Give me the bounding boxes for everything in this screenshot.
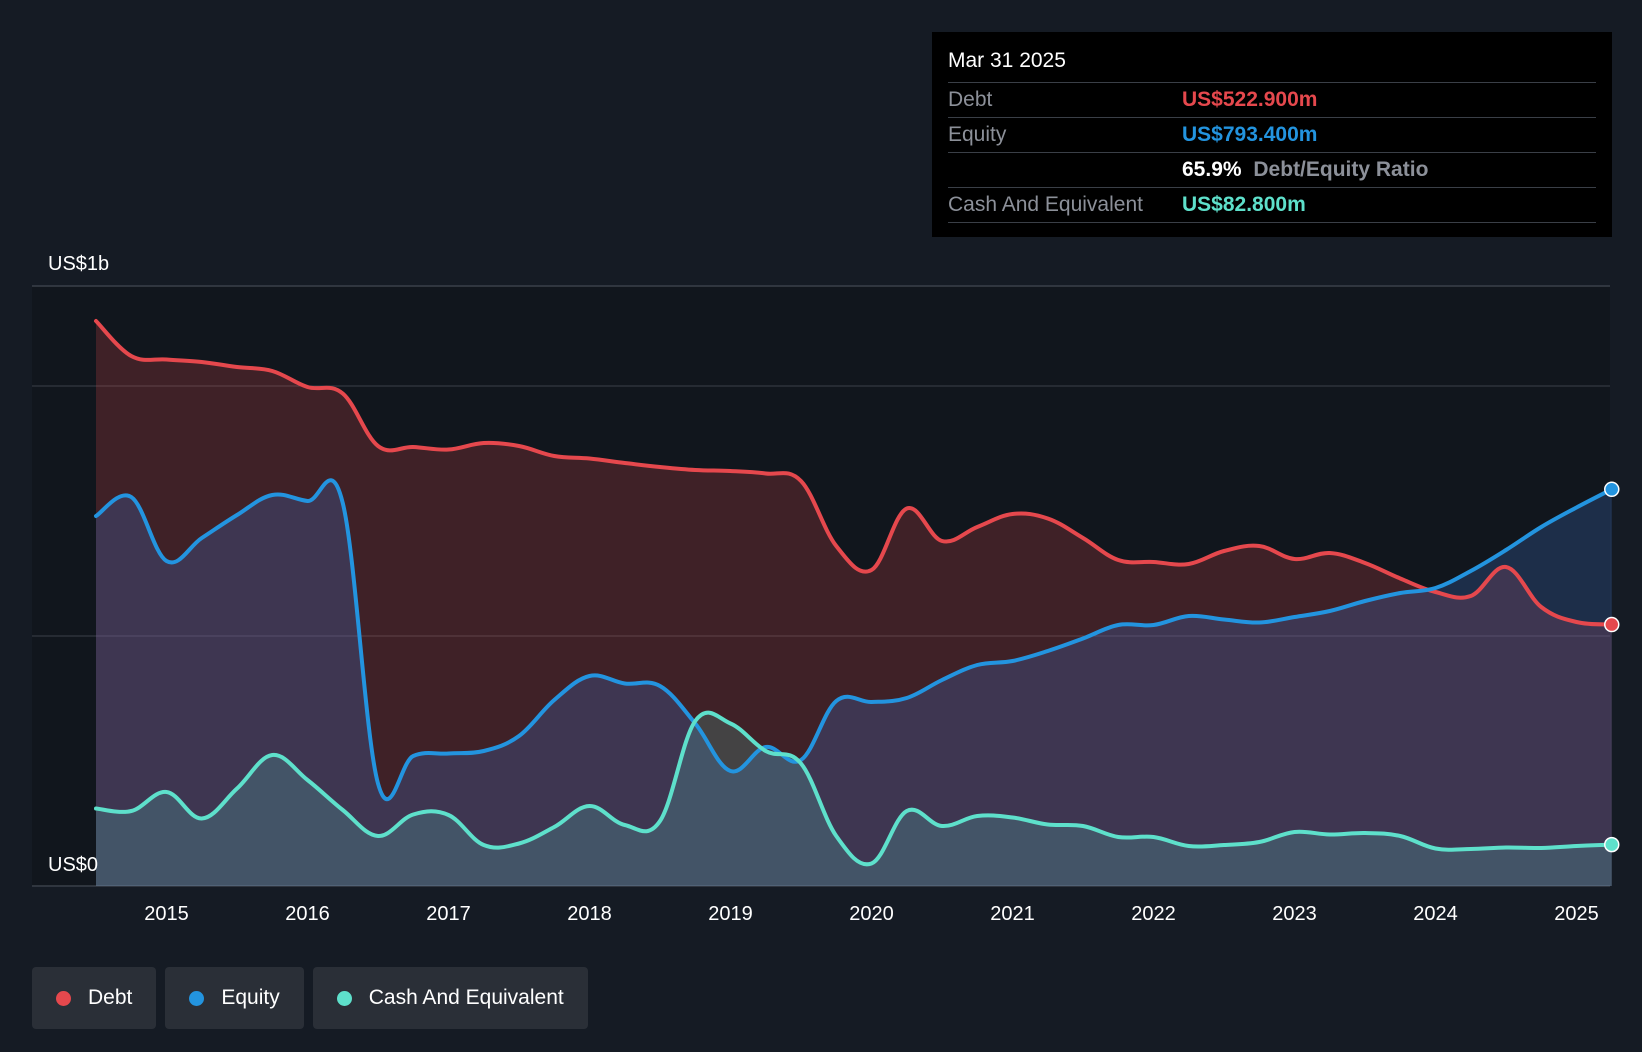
tooltip-row-equity: Equity US$793.400m <box>948 118 1596 153</box>
tooltip-value-cash: US$82.800m <box>1182 193 1306 216</box>
tooltip-ratio-value: 65.9% <box>1182 158 1242 181</box>
area-cash-and-equivalent <box>96 712 1612 886</box>
tooltip-label-equity: Equity <box>948 123 1007 146</box>
tooltip-row-cash: Cash And Equivalent US$82.800m <box>948 188 1596 223</box>
legend-item-debt[interactable]: Debt <box>32 967 157 1029</box>
tooltip-value-debt: US$522.900m <box>1182 88 1318 111</box>
chart-legend: Debt Equity Cash And Equivalent <box>32 967 588 1029</box>
tooltip-row-debt: Debt US$522.900m <box>948 83 1596 118</box>
x-tick-label-2019: 2019 <box>708 903 753 925</box>
endpoint-equity <box>1604 481 1620 498</box>
legend-dot-debt <box>56 990 71 1006</box>
x-tick-label-2017: 2017 <box>426 903 471 925</box>
tooltip-panel: Mar 31 2025 Debt US$522.900m Equity US$7… <box>932 32 1612 237</box>
tooltip-ratio-label: Debt/Equity Ratio <box>1253 158 1429 181</box>
tooltip-ratio-group: 65.9% Debt/Equity Ratio <box>1182 153 1428 187</box>
legend-label-cash: Cash And Equivalent <box>368 986 564 1009</box>
x-tick-label-2018: 2018 <box>567 903 612 925</box>
tooltip-row-ratio: 65.9% Debt/Equity Ratio <box>948 153 1596 188</box>
legend-label-debt: Debt <box>88 986 133 1009</box>
endpoint-cash-and-equivalent <box>1604 836 1620 853</box>
line-cash-and-equivalent <box>94 710 1614 867</box>
tooltip-date: Mar 31 2025 <box>948 46 1596 83</box>
x-tick-label-2015: 2015 <box>144 903 189 925</box>
tooltip-label-ratio <box>948 153 1182 187</box>
x-tick-label-2021: 2021 <box>990 903 1035 925</box>
legend-dot-equity <box>189 990 205 1006</box>
legend-label-equity: Equity <box>221 986 280 1009</box>
x-tick-label-2023: 2023 <box>1272 903 1317 925</box>
endpoint-debt <box>1604 616 1620 633</box>
x-tick-label-2022: 2022 <box>1131 903 1176 925</box>
legend-item-cash[interactable]: Cash And Equivalent <box>312 967 588 1029</box>
y-axis-label-bottom: US$0 <box>48 854 98 876</box>
y-axis-label-top: US$1b <box>48 253 109 275</box>
line-debt <box>94 319 1614 627</box>
tooltip-value-equity: US$793.400m <box>1182 123 1318 146</box>
x-tick-label-2020: 2020 <box>849 903 894 925</box>
x-tick-label-2016: 2016 <box>285 903 330 925</box>
legend-item-equity[interactable]: Equity <box>165 967 304 1029</box>
area-debt <box>96 321 1612 886</box>
x-tick-label-2024: 2024 <box>1413 903 1458 925</box>
x-tick-label-2025: 2025 <box>1554 903 1599 925</box>
legend-dot-cash <box>336 990 352 1006</box>
line-equity <box>94 478 1614 802</box>
tooltip-label-cash: Cash And Equivalent <box>948 193 1143 216</box>
area-equity <box>96 480 1612 886</box>
tooltip-label-debt: Debt <box>948 88 993 111</box>
